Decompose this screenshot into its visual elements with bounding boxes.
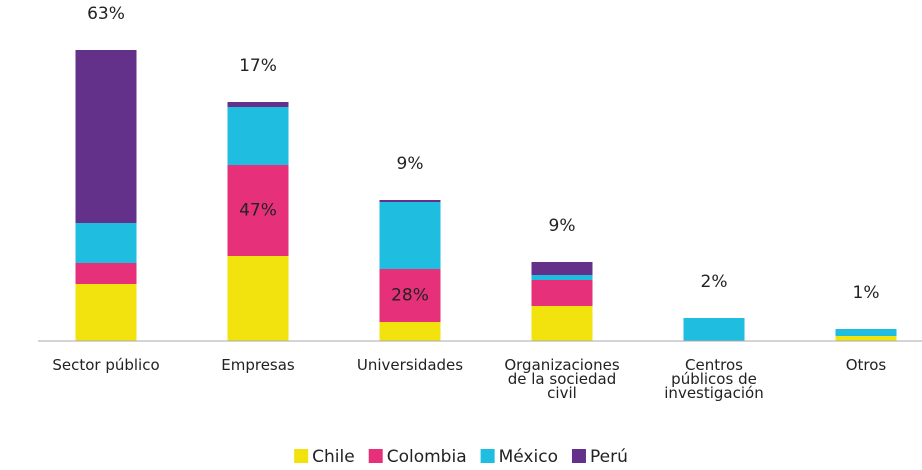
bar-segment <box>379 269 441 322</box>
bar-segment <box>379 200 441 202</box>
legend-swatch <box>294 449 309 463</box>
x-tick-label-line: Sector público <box>52 356 159 374</box>
bar-segment <box>75 284 137 341</box>
x-tick-label-line: civil <box>547 384 577 402</box>
x-tick-label: Empresas <box>221 356 295 374</box>
bar-segment <box>75 223 137 263</box>
x-tick-label: Organizaciones de la sociedad civil <box>504 356 619 402</box>
x-tick-label-line: de la sociedad <box>508 370 617 388</box>
legend-label: Perú <box>590 447 628 467</box>
legend-swatch <box>368 449 383 463</box>
legend-swatch <box>480 449 495 463</box>
top-label: 1% <box>853 283 880 303</box>
top-label: 9% <box>397 154 424 174</box>
top-label: 9% <box>549 216 576 236</box>
bar-segment <box>531 306 593 341</box>
top-label: 2% <box>701 272 728 292</box>
bar-segment <box>531 262 593 275</box>
x-tick-label: Universidades <box>357 356 463 374</box>
bar-segment <box>227 107 289 165</box>
bar-segment <box>835 336 897 341</box>
x-tick-label-line: Centros <box>685 356 743 374</box>
x-tick-label-line: Universidades <box>357 356 463 374</box>
x-tick-label-line: Organizaciones <box>504 356 619 374</box>
bar-segment <box>75 263 137 284</box>
x-tick-label-line: Empresas <box>221 356 295 374</box>
x-tick-label: Centros públicos de investigación <box>664 356 763 402</box>
bar-segment <box>379 322 441 341</box>
bar-segment <box>227 256 289 341</box>
legend-swatch <box>571 449 586 463</box>
bar-segment <box>227 165 289 256</box>
bar-segment <box>379 202 441 269</box>
x-tick-label-line: públicos de <box>671 370 757 388</box>
bar-segment <box>75 50 137 223</box>
x-tick-label: Otros <box>846 356 887 374</box>
bar-segment <box>683 318 745 341</box>
legend-label: Chile <box>312 447 355 467</box>
legend-label: Colombia <box>387 447 467 467</box>
x-tick-label: Sector público <box>52 356 159 374</box>
bar-segment <box>227 102 289 107</box>
x-tick-label-line: Otros <box>846 356 887 374</box>
bar-segment <box>531 275 593 280</box>
legend: Chile Colombia México Perú <box>294 447 628 467</box>
legend-label: México <box>499 447 558 467</box>
segment-label: 28% <box>391 286 429 306</box>
top-label: 63% <box>87 4 125 24</box>
bar-segment <box>835 329 897 336</box>
top-label: 17% <box>239 56 277 76</box>
bar-segment <box>531 280 593 306</box>
x-tick-label-line: investigación <box>664 384 763 402</box>
segment-label: 47% <box>239 201 277 221</box>
